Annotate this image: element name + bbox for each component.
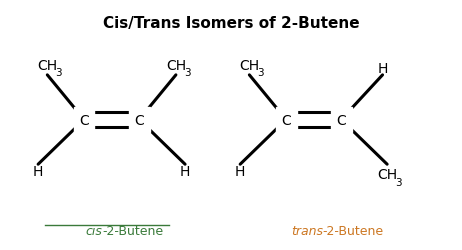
Text: H: H	[235, 164, 245, 178]
Text: CH: CH	[37, 59, 57, 73]
Text: C: C	[336, 113, 346, 127]
Text: -2-Butene: -2-Butene	[323, 224, 384, 237]
Text: cis: cis	[85, 224, 103, 237]
Text: C: C	[79, 113, 89, 127]
Text: Cis/Trans Isomers of 2-Butene: Cis/Trans Isomers of 2-Butene	[103, 16, 359, 31]
Text: 3: 3	[55, 68, 62, 78]
Text: H: H	[180, 164, 190, 178]
Text: 3: 3	[184, 68, 191, 78]
Text: C: C	[281, 113, 291, 127]
Text: CH: CH	[377, 167, 397, 181]
Text: -2-Butene: -2-Butene	[103, 224, 164, 237]
Text: H: H	[377, 62, 388, 76]
Text: CH: CH	[239, 59, 260, 73]
Text: 3: 3	[395, 177, 402, 187]
Text: H: H	[33, 164, 43, 178]
Text: 3: 3	[257, 68, 264, 78]
Text: trans: trans	[291, 224, 323, 237]
Text: C: C	[134, 113, 144, 127]
Text: CH: CH	[166, 59, 186, 73]
